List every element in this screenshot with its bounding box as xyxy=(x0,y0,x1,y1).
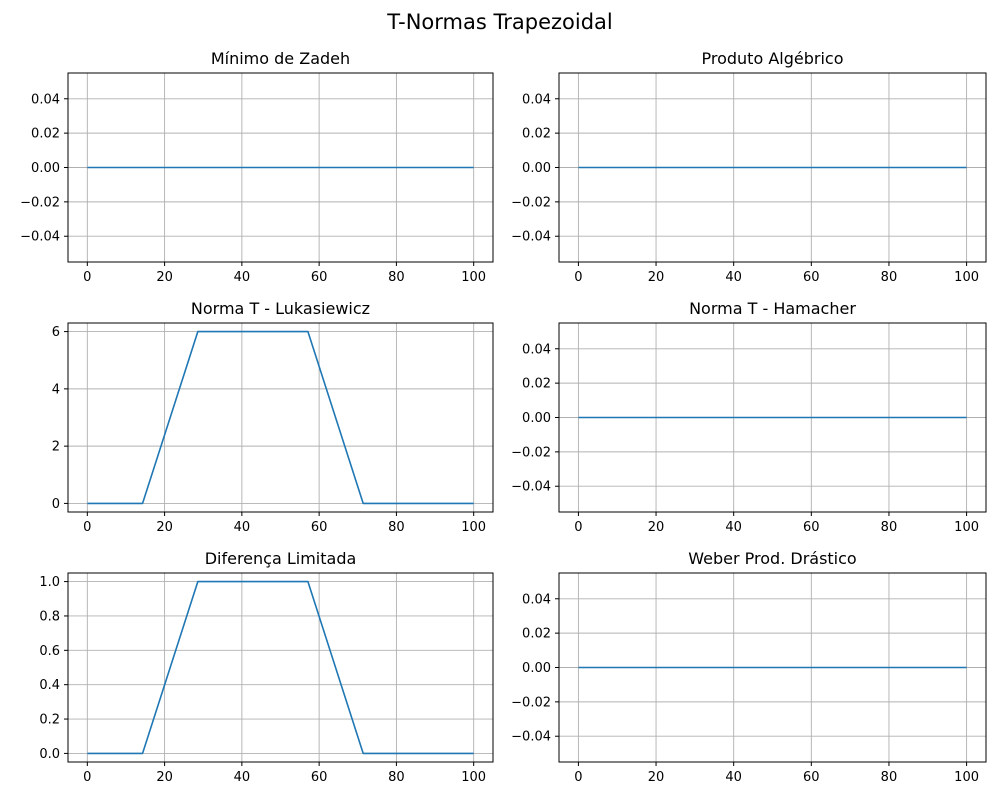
x-tick-label: 80 xyxy=(881,270,898,285)
x-tick-label: 80 xyxy=(388,770,405,785)
x-tick-label: 40 xyxy=(725,270,742,285)
y-tick-label: −0.02 xyxy=(511,445,551,460)
plot-area xyxy=(68,323,493,512)
subplot-title: Norma T - Hamacher xyxy=(689,299,856,318)
subplot-5: 0 20 40 60 80 100 0.0 0.2 0.4 0.6 0.8 1.0 Diferença … xyxy=(39,549,494,785)
x-tick-label: 60 xyxy=(311,770,328,785)
x-tick-label: 20 xyxy=(648,770,665,785)
subplot-4: 0 20 40 60 80 100 −0.04 −0.02 0.00 0.02 0.04 Norma … xyxy=(511,299,987,535)
x-tick-label: 20 xyxy=(648,270,665,285)
x-tick-label: 100 xyxy=(954,770,979,785)
x-tick-label: 60 xyxy=(311,520,328,535)
x-tick-label: 80 xyxy=(388,520,405,535)
y-tick-label: 0.02 xyxy=(522,377,551,392)
subplot-title: Weber Prod. Drástico xyxy=(688,549,856,568)
y-tick-label: 0.8 xyxy=(39,609,60,624)
y-tick-label: 0.6 xyxy=(39,644,60,659)
x-tick-label: 100 xyxy=(461,520,486,535)
subplot-title: Norma T - Lukasiewicz xyxy=(191,299,370,318)
x-tick-label: 60 xyxy=(311,270,328,285)
x-tick-label: 100 xyxy=(461,270,486,285)
y-tick-label: 0.00 xyxy=(522,161,551,176)
y-tick-label: 0.0 xyxy=(39,747,60,762)
subplot-1: 0 20 40 60 80 100 −0.04 −0.02 0.00 0.02 0.04 Mínimo… xyxy=(20,49,494,285)
y-tick-label: 0.04 xyxy=(31,92,60,107)
figure-title: T-Normas Trapezoidal xyxy=(387,10,613,34)
x-tick-label: 40 xyxy=(725,520,742,535)
x-tick-label: 0 xyxy=(83,770,91,785)
y-tick-label: 0.02 xyxy=(31,127,60,142)
axes-frame xyxy=(67,572,494,763)
y-tick-label: 0 xyxy=(52,497,60,512)
x-tick-label: 0 xyxy=(574,770,582,785)
x-tick-label: 100 xyxy=(954,520,979,535)
x-tick-label: 40 xyxy=(725,770,742,785)
y-tick-label: 6 xyxy=(52,325,60,340)
y-tick-label: −0.04 xyxy=(511,730,551,745)
series-line xyxy=(87,330,474,505)
y-tick-label: 0.00 xyxy=(31,161,60,176)
x-tick-label: 0 xyxy=(574,270,582,285)
x-tick-label: 0 xyxy=(83,520,91,535)
x-tick-label: 40 xyxy=(234,520,251,535)
x-tick-label: 60 xyxy=(803,770,820,785)
x-tick-label: 80 xyxy=(881,520,898,535)
x-tick-label: 60 xyxy=(803,520,820,535)
x-tick-label: 20 xyxy=(648,520,665,535)
y-tick-label: 0.04 xyxy=(522,92,551,107)
y-tick-label: 0.00 xyxy=(522,411,551,426)
y-tick-label: 0.2 xyxy=(39,713,60,728)
x-tick-label: 20 xyxy=(156,770,173,785)
y-tick-label: −0.02 xyxy=(511,695,551,710)
x-tick-label: 100 xyxy=(461,770,486,785)
axes-frame xyxy=(67,322,494,513)
subplot-6: 0 20 40 60 80 100 −0.04 −0.02 0.00 0.02 0.04 Weber … xyxy=(511,549,987,785)
y-tick-label: 0.02 xyxy=(522,127,551,142)
y-tick-label: 1.0 xyxy=(39,575,60,590)
y-tick-label: 0.04 xyxy=(522,592,551,607)
x-tick-label: 60 xyxy=(803,270,820,285)
plot-area xyxy=(68,573,493,762)
y-tick-label: 0.00 xyxy=(522,661,551,676)
x-tick-label: 40 xyxy=(234,770,251,785)
subplot-title: Mínimo de Zadeh xyxy=(211,49,350,68)
x-tick-label: 0 xyxy=(574,520,582,535)
subplot-title: Diferença Limitada xyxy=(205,549,357,568)
x-tick-label: 40 xyxy=(234,270,251,285)
y-tick-label: 2 xyxy=(52,440,60,455)
x-tick-label: 80 xyxy=(881,770,898,785)
subplot-2: 0 20 40 60 80 100 −0.04 −0.02 0.00 0.02 0.04 Produt… xyxy=(511,49,987,285)
y-tick-label: −0.02 xyxy=(511,195,551,210)
x-tick-label: 20 xyxy=(156,520,173,535)
x-tick-label: 0 xyxy=(83,270,91,285)
subplot-title: Produto Algébrico xyxy=(702,49,844,68)
subplot-3: 0 20 40 60 80 100 0 2 4 6 Norma T - Lukasiewicz xyxy=(52,299,494,535)
y-tick-label: 0.04 xyxy=(522,342,551,357)
y-tick-label: −0.04 xyxy=(511,480,551,495)
series-line xyxy=(87,580,474,755)
y-tick-label: 4 xyxy=(52,382,60,397)
y-tick-label: −0.04 xyxy=(20,230,60,245)
x-tick-label: 100 xyxy=(954,270,979,285)
x-tick-label: 20 xyxy=(156,270,173,285)
y-tick-label: −0.04 xyxy=(511,230,551,245)
y-tick-label: 0.4 xyxy=(39,678,60,693)
y-tick-label: 0.02 xyxy=(522,627,551,642)
y-tick-label: −0.02 xyxy=(20,195,60,210)
x-tick-label: 80 xyxy=(388,270,405,285)
